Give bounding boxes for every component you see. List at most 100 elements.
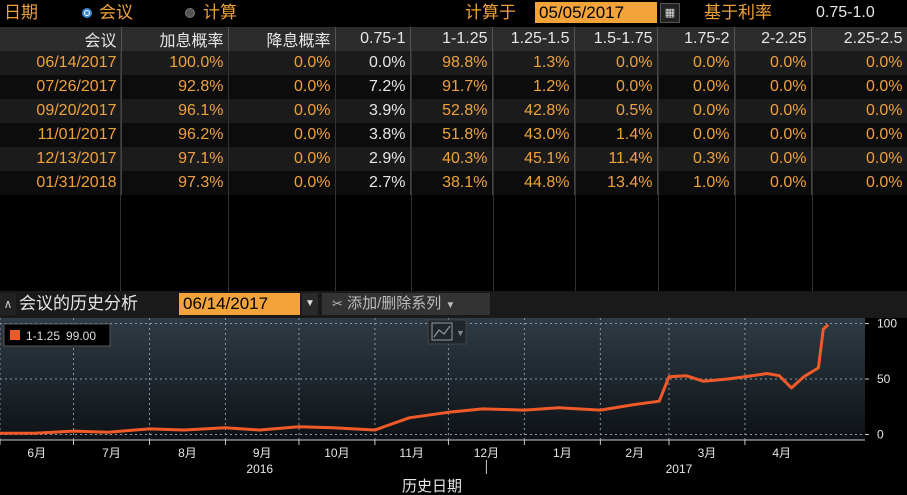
- table-row[interactable]: 12/13/2017 97.1% 0.0% 2.9% 40.3% 45.1% 1…: [0, 147, 907, 171]
- column-divider: [812, 51, 813, 291]
- cell-value: 0.0%: [228, 123, 336, 147]
- cell-value: 44.8%: [492, 171, 575, 195]
- legend[interactable]: 1-1.25 99.00: [3, 323, 111, 347]
- x-axis-title: 历史日期: [402, 478, 462, 495]
- x-tick-label: 8月: [178, 446, 197, 460]
- table-row[interactable]: 07/26/2017 92.8% 0.0% 7.2% 91.7% 1.2% 0.…: [0, 75, 907, 99]
- calendar-icon[interactable]: ▦: [660, 3, 680, 23]
- cell-value: 0.0%: [734, 123, 812, 147]
- cell-value: 11.4%: [574, 147, 658, 171]
- cell-value: 0.0%: [574, 75, 658, 99]
- cell-value: 52.8%: [410, 99, 493, 123]
- cell-value: 0.0%: [228, 75, 336, 99]
- history-chart[interactable]: 0 50 100 6月 7月 8月 9月 10月 11月 12月 1月 2月 3月 4月 2016 2017…: [0, 318, 907, 495]
- x-tick-label: 4月: [772, 446, 791, 460]
- date-label: 日期: [4, 3, 38, 22]
- cell-value: 1.0%: [657, 171, 735, 195]
- cell-value: 42.8%: [492, 99, 575, 123]
- cell-value: 0.0%: [228, 99, 336, 123]
- table-row[interactable]: 11/01/2017 96.2% 0.0% 3.8% 51.8% 43.0% 1…: [0, 123, 907, 147]
- add-remove-series-button[interactable]: ✂ 添加/删除系列 ▼: [322, 293, 490, 315]
- cell-value: 98.8%: [410, 51, 493, 75]
- cell-value: 1.2%: [492, 75, 575, 99]
- x-tick-label: 3月: [698, 446, 717, 460]
- cell-value: 96.2%: [121, 123, 229, 147]
- probability-table: 会议 加息概率 降息概率 0.75-1 1-1.25 1.25-1.5 1.5-…: [0, 27, 907, 195]
- y-tick-label: 0: [877, 427, 884, 441]
- y-tick-label: 100: [877, 318, 897, 331]
- cell-value: 1.4%: [574, 123, 658, 147]
- x-tick-label: 1月: [553, 446, 572, 460]
- line-chart-icon-trace: [433, 325, 451, 338]
- x-tick-label: 9月: [253, 446, 272, 460]
- chevron-down-icon: ▼: [456, 328, 465, 338]
- x-tick-label: 10月: [324, 446, 349, 460]
- table-header-row: 会议 加息概率 降息概率 0.75-1 1-1.25 1.25-1.5 1.5-…: [0, 27, 907, 51]
- x-year-label: 2016: [246, 462, 273, 476]
- calc-radio[interactable]: [185, 8, 195, 18]
- add-remove-series-label: 添加/删除系列: [347, 295, 442, 312]
- cell-date: 06/14/2017: [0, 51, 122, 75]
- header-cut-prob[interactable]: 降息概率: [228, 27, 336, 51]
- x-axis-area: [0, 440, 907, 495]
- calc-option-label[interactable]: 计算: [203, 3, 237, 22]
- header-range[interactable]: 0.75-1: [335, 27, 411, 51]
- header-meeting[interactable]: 会议: [0, 27, 122, 51]
- legend-box: [3, 323, 111, 347]
- calc-date-input[interactable]: 05/05/2017: [535, 2, 657, 23]
- column-divider: [658, 51, 659, 291]
- cell-value: 0.0%: [228, 171, 336, 195]
- meeting-option-label[interactable]: 会议: [99, 3, 133, 22]
- basis-value[interactable]: 0.75-1.0: [816, 4, 875, 21]
- x-tick-label: 11月: [399, 446, 423, 460]
- legend-swatch: [10, 330, 20, 340]
- legend-value: 99.00: [66, 329, 96, 343]
- top-toolbar: 日期 会议 计算 计算于 05/05/2017 ▦ 基于利率 0.75-1.0: [0, 0, 907, 26]
- table-row[interactable]: 06/14/2017 100.0% 0.0% 0.0% 98.8% 1.3% 0…: [0, 51, 907, 75]
- meeting-date-input[interactable]: 06/14/2017: [179, 293, 300, 315]
- header-range[interactable]: 1.5-1.75: [574, 27, 658, 51]
- cell-value: 0.0%: [657, 99, 735, 123]
- cell-value: 0.0%: [811, 51, 907, 75]
- cell-date: 07/26/2017: [0, 75, 122, 99]
- cell-value: 0.0%: [657, 123, 735, 147]
- cell-value: 0.0%: [811, 99, 907, 123]
- cell-value: 0.5%: [574, 99, 658, 123]
- header-range[interactable]: 2.25-2.5: [811, 27, 907, 51]
- history-toolbar: ∧ 会议的历史分析 06/14/2017 ▼ ✂ 添加/删除系列 ▼: [0, 291, 907, 318]
- cell-value: 13.4%: [574, 171, 658, 195]
- cell-value: 2.7%: [335, 171, 411, 195]
- basis-label: 基于利率: [704, 3, 772, 22]
- cell-date: 01/31/2018: [0, 171, 122, 195]
- collapse-icon[interactable]: ∧: [0, 293, 16, 315]
- header-range[interactable]: 1-1.25: [410, 27, 493, 51]
- history-title: 会议的历史分析: [19, 294, 138, 313]
- x-tick-label: 6月: [27, 446, 46, 460]
- meeting-radio[interactable]: [82, 8, 92, 18]
- cell-value: 0.0%: [734, 99, 812, 123]
- cell-value: 3.8%: [335, 123, 411, 147]
- table-row[interactable]: 01/31/2018 97.3% 0.0% 2.7% 38.1% 44.8% 1…: [0, 171, 907, 195]
- series-line-1-1.25: [0, 323, 830, 435]
- cell-value: 0.0%: [811, 147, 907, 171]
- cell-value: 0.3%: [657, 147, 735, 171]
- x-year-label: 2017: [666, 462, 693, 476]
- cell-value: 0.0%: [228, 147, 336, 171]
- cell-value: 97.1%: [121, 147, 229, 171]
- header-range[interactable]: 1.75-2: [657, 27, 735, 51]
- header-range[interactable]: 2-2.25: [734, 27, 812, 51]
- cell-value: 92.8%: [121, 75, 229, 99]
- x-tick-label: 12月: [474, 446, 499, 460]
- cell-value: 0.0%: [574, 51, 658, 75]
- x-tick-label: 2月: [625, 446, 644, 460]
- header-hike-prob[interactable]: 加息概率: [121, 27, 229, 51]
- line-chart-icon: [431, 322, 453, 341]
- cell-value: 0.0%: [734, 171, 812, 195]
- table-row[interactable]: 09/20/2017 96.1% 0.0% 3.9% 52.8% 42.8% 0…: [0, 99, 907, 123]
- cell-value: 1.3%: [492, 51, 575, 75]
- chevron-down-icon[interactable]: ▼: [302, 293, 318, 315]
- header-range[interactable]: 1.25-1.5: [492, 27, 575, 51]
- cell-value: 0.0%: [657, 51, 735, 75]
- calc-on-label: 计算于: [465, 3, 516, 22]
- chart-type-button[interactable]: ▼: [427, 319, 467, 345]
